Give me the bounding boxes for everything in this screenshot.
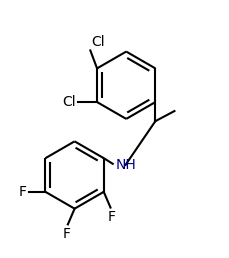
Text: NH: NH — [116, 158, 136, 172]
Text: F: F — [107, 210, 115, 224]
Text: F: F — [63, 227, 71, 241]
Text: Cl: Cl — [91, 35, 105, 49]
Text: F: F — [18, 185, 26, 199]
Text: Cl: Cl — [62, 95, 75, 109]
